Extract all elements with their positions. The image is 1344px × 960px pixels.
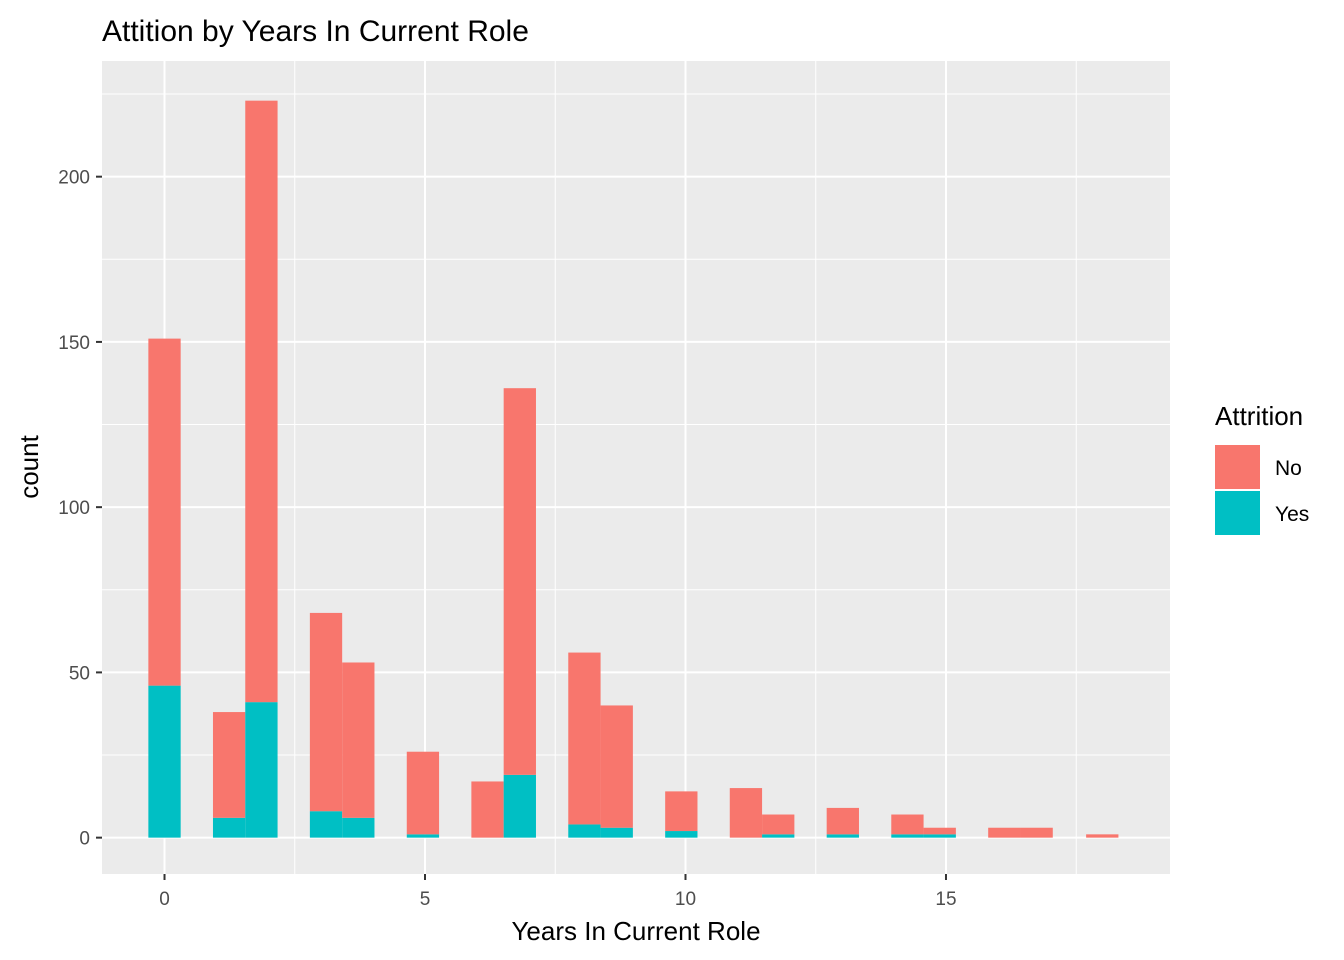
x-tick-label: 0 <box>159 889 170 910</box>
x-tick-label: 10 <box>675 889 696 910</box>
bar-no <box>503 388 536 775</box>
bar-no <box>826 807 859 835</box>
legend-label-yes: Yes <box>1275 503 1309 526</box>
y-tick-label: 100 <box>58 498 90 519</box>
x-tick-label: 5 <box>420 889 431 910</box>
bar-no <box>600 705 633 828</box>
bar-no <box>309 612 343 812</box>
bar-no <box>891 814 924 835</box>
bar-no <box>568 652 601 825</box>
bar-no <box>212 712 246 818</box>
bar-no <box>406 751 440 835</box>
bar-no <box>762 814 795 835</box>
bar-yes <box>406 834 440 838</box>
legend: Attrition No Yes <box>1215 401 1309 535</box>
bar-no <box>1086 834 1119 838</box>
bar-no <box>471 781 504 838</box>
legend-key-yes <box>1215 491 1260 535</box>
bar-yes <box>826 834 859 838</box>
x-axis: 0 5 10 15 <box>159 874 957 910</box>
bar-yes <box>600 827 633 838</box>
x-tick-label: 15 <box>935 889 956 910</box>
bar-no <box>245 100 278 703</box>
y-axis-title: count <box>14 434 44 498</box>
legend-label-no: No <box>1275 457 1302 480</box>
bar-yes <box>568 824 601 838</box>
y-tick-label: 200 <box>58 168 90 189</box>
bar-no <box>148 338 181 686</box>
plot-panel <box>102 61 1170 874</box>
bar-no <box>665 791 698 832</box>
bar-yes <box>762 834 795 838</box>
bar-yes <box>923 834 956 838</box>
chart-title: Attition by Years In Current Role <box>102 15 529 48</box>
bar-yes <box>342 817 375 838</box>
bar-yes <box>309 811 343 838</box>
legend-title: Attrition <box>1215 401 1303 431</box>
y-axis: 0 50 100 150 200 <box>58 168 102 850</box>
minor-gridlines <box>102 61 1170 874</box>
bar-no <box>1020 827 1053 838</box>
legend-key-no <box>1215 445 1260 489</box>
bar-yes <box>503 774 536 838</box>
bars <box>148 100 1119 838</box>
y-tick-label: 0 <box>79 829 90 850</box>
bar-no <box>342 662 375 818</box>
bar-no <box>923 827 956 835</box>
y-tick-label: 150 <box>58 333 90 354</box>
bar-yes <box>665 831 698 838</box>
bar-no <box>729 788 763 838</box>
legend-items: No Yes <box>1215 445 1309 535</box>
x-axis-title: Years In Current Role <box>511 916 760 946</box>
bar-yes <box>212 817 246 838</box>
bar-yes <box>245 702 278 838</box>
bar-no <box>988 827 1021 838</box>
bar-yes <box>891 834 924 838</box>
y-tick-label: 50 <box>69 663 90 684</box>
bar-yes <box>148 685 181 838</box>
